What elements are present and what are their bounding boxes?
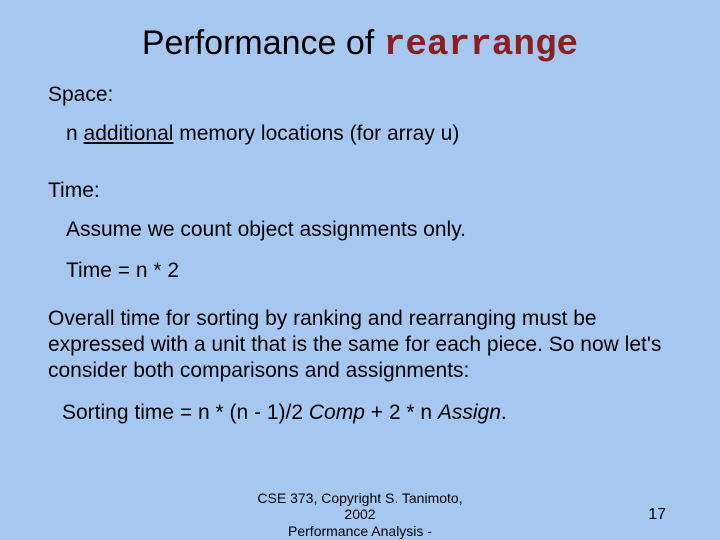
space-pre: n bbox=[66, 122, 84, 145]
footer-line3: Performance Analysis - bbox=[0, 523, 720, 540]
page-number: 17 bbox=[648, 506, 666, 524]
space-line: n additional memory locations (for array… bbox=[48, 121, 672, 147]
footer: CSE 373, Copyright S. Tanimoto, 2002 Per… bbox=[0, 490, 720, 540]
space-post: memory locations (for array u) bbox=[173, 122, 459, 145]
sorting-line: Sorting time = n * (n - 1)/2 Comp + 2 * … bbox=[48, 401, 672, 425]
footer-line1: CSE 373, Copyright S. Tanimoto, bbox=[0, 490, 720, 507]
space-label: Space: bbox=[48, 83, 672, 107]
sorting-comp: Comp bbox=[309, 401, 365, 424]
sorting-assign: Assign bbox=[438, 401, 501, 424]
footer-line2: 2002 bbox=[0, 506, 720, 523]
time-label: Time: bbox=[48, 179, 672, 203]
time-line1: Assume we count object assignments only. bbox=[48, 217, 672, 243]
sorting-pre: Sorting time = n * (n - 1)/2 bbox=[62, 401, 309, 424]
slide: Performance of rearrange Space: n additi… bbox=[0, 0, 720, 540]
spacer bbox=[48, 147, 672, 175]
title-prefix: Performance of bbox=[142, 24, 384, 62]
slide-title: Performance of rearrange bbox=[48, 24, 672, 65]
title-code: rearrange bbox=[384, 24, 578, 65]
time-line2: Time = n * 2 bbox=[48, 258, 672, 284]
space-underlined: additional bbox=[84, 122, 174, 145]
overall-paragraph: Overall time for sorting by ranking and … bbox=[48, 306, 672, 385]
sorting-mid: + 2 * n bbox=[365, 401, 438, 424]
sorting-post: . bbox=[501, 401, 507, 424]
